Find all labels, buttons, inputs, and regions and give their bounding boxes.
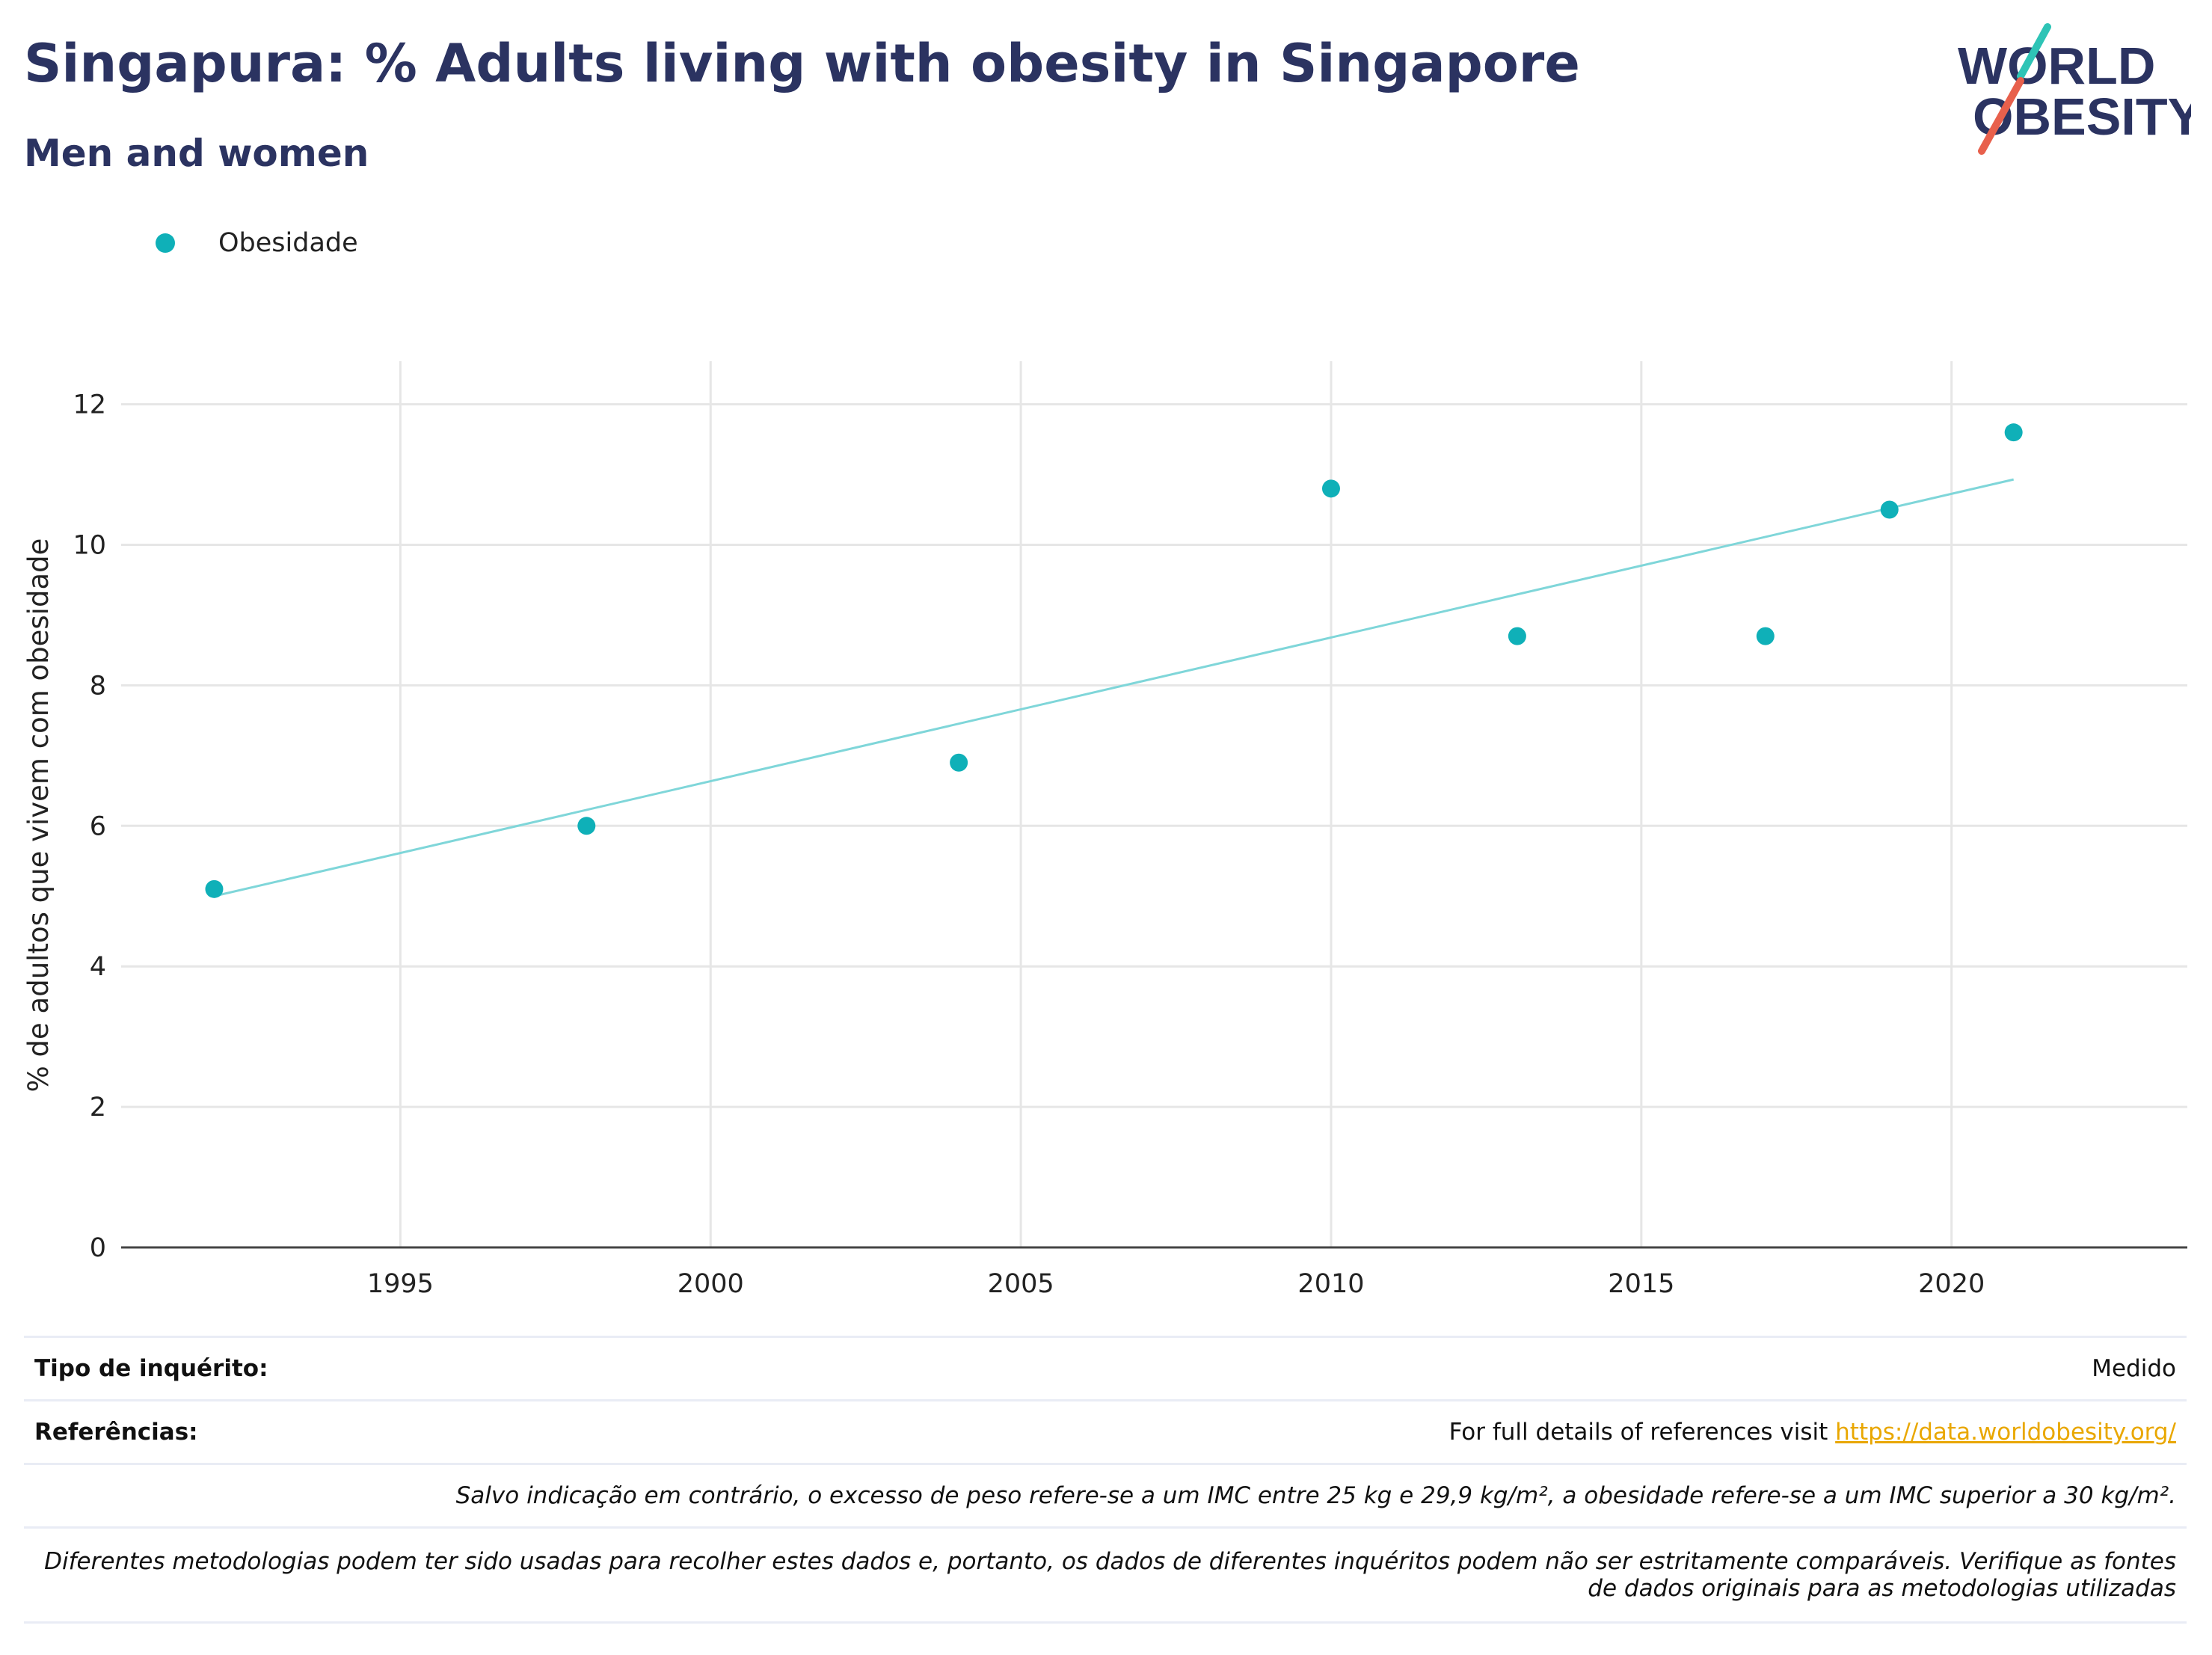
notes-table: Tipo de inquérito: Medido Referências: F… — [24, 1336, 2187, 1624]
logo-slash-teal — [2017, 23, 2051, 80]
y-tick-label: 10 — [73, 530, 106, 560]
x-tick-label: 2005 — [988, 1269, 1054, 1299]
note-methodology-row: Diferentes metodologias podem ter sido u… — [24, 1526, 2187, 1624]
y-tick-label: 4 — [90, 952, 106, 982]
y-tick-label: 8 — [90, 671, 106, 701]
data-point — [2004, 423, 2023, 442]
references-row: Referências: For full details of referen… — [24, 1399, 2187, 1463]
note-bmi-definition: Salvo indicação em contrário, o excesso … — [455, 1482, 2176, 1509]
note-methodology-line1: Diferentes metodologias podem ter sido u… — [44, 1548, 2176, 1575]
data-point — [1756, 627, 1775, 645]
legend-label-obesidade: Obesidade — [218, 228, 358, 258]
note-bmi-row: Salvo indicação em contrário, o excesso … — [24, 1463, 2187, 1526]
trend-layer — [214, 478, 2015, 897]
survey-type-value: Medido — [2092, 1355, 2176, 1382]
trend-line — [214, 478, 2015, 897]
logo-slash-red — [1978, 77, 2024, 155]
world-obesity-logo: WORLD OBESITY — [1958, 23, 2191, 155]
y-tick-label: 2 — [90, 1093, 106, 1123]
survey-type-row: Tipo de inquérito: Medido — [24, 1336, 2187, 1399]
legend-marker-obesidade — [156, 233, 175, 253]
x-tick-label: 2015 — [1608, 1269, 1674, 1299]
note-methodology-line2: de dados originais para as metodologias … — [1588, 1575, 2176, 1602]
y-tick-label: 6 — [90, 811, 106, 841]
data-point — [577, 817, 596, 835]
data-point — [205, 879, 224, 898]
data-point — [1880, 500, 1899, 519]
x-tick-label: 1995 — [367, 1269, 434, 1299]
y-axis-label: % de adultos que vivem com obesidade — [22, 538, 55, 1093]
y-tick-label: 12 — [73, 390, 106, 420]
references-link[interactable]: https://data.worldobesity.org/ — [1835, 1419, 2176, 1446]
scatter-chart: 0 2 4 6 8 10 12 1995 2000 2005 2010 2015 2020 % de a… — [22, 361, 2187, 1299]
logo-text-world: WORLD — [1958, 37, 2155, 95]
axis-layer: 0 2 4 6 8 10 12 1995 2000 2005 2010 2015 2020 — [73, 390, 2187, 1299]
chart-title: Singapura: % Adults living with obesity … — [24, 33, 1580, 94]
y-tick-label: 0 — [90, 1233, 106, 1263]
grid-layer — [121, 361, 2187, 1247]
legend[interactable]: Obesidade — [156, 224, 358, 262]
point-layer — [205, 423, 2023, 898]
data-point — [950, 753, 968, 772]
references-label: Referências: — [34, 1419, 198, 1446]
x-tick-label: 2000 — [678, 1269, 744, 1299]
references-value: For full details of references visit htt… — [1449, 1419, 2176, 1446]
references-text: For full details of references visit — [1448, 1419, 1828, 1446]
survey-type-label: Tipo de inquérito: — [34, 1355, 268, 1382]
logo-text-obesity: OBESITY — [1973, 87, 2191, 146]
data-point — [1508, 627, 1526, 645]
x-tick-label: 2010 — [1297, 1269, 1364, 1299]
chart-subtitle: Men and women — [24, 132, 369, 175]
data-point — [1321, 479, 1340, 498]
x-tick-label: 2020 — [1918, 1269, 1985, 1299]
